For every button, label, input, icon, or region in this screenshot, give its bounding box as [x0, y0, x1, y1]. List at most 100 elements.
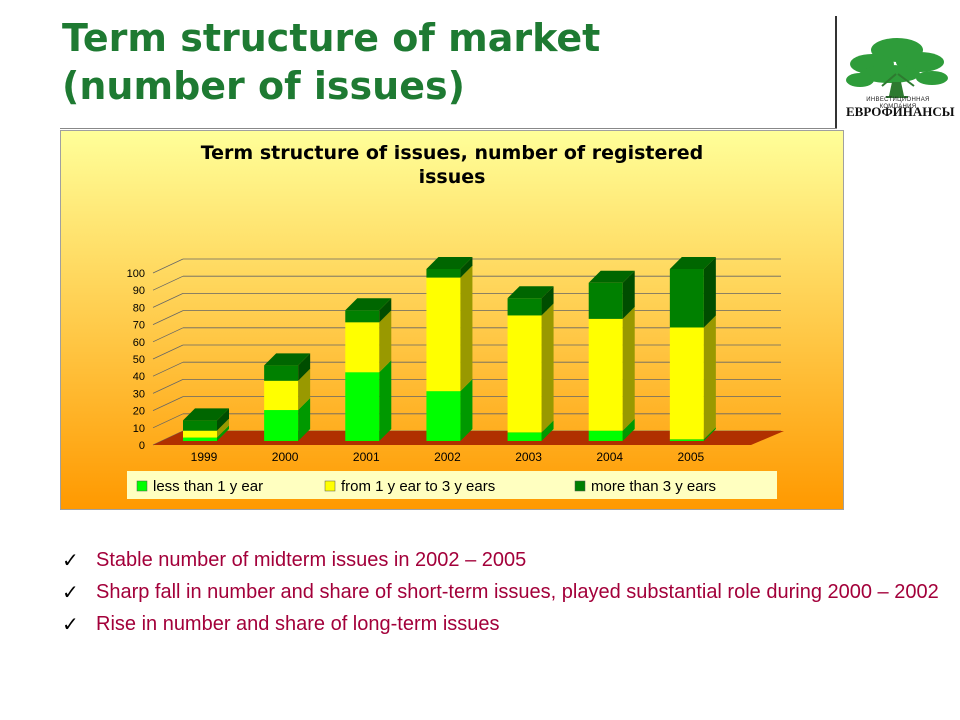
- bar-segment: [264, 380, 299, 411]
- header-divider-horizontal: [60, 128, 837, 129]
- legend-label: more than 3 y ears: [591, 478, 716, 495]
- checkmark-icon: ✓: [62, 612, 79, 636]
- gridline-side: [152, 275, 184, 291]
- y-tick-label: 40: [133, 371, 145, 383]
- x-tick-label: 2002: [434, 450, 461, 464]
- bar-top: [588, 270, 635, 283]
- y-tick-label: 80: [133, 302, 145, 314]
- bar-segment-side: [703, 257, 716, 328]
- bullet-text: Rise in number and share of long-term is…: [96, 613, 500, 635]
- legend-label: less than 1 y ear: [153, 478, 263, 495]
- bar-segment: [669, 327, 704, 440]
- bar-top: [264, 353, 311, 366]
- bar-segment-side: [460, 257, 473, 278]
- bar-segment: [426, 277, 461, 392]
- bar-segment: [183, 430, 217, 438]
- x-tick-label: 2000: [272, 450, 299, 464]
- bar-segment-side: [217, 425, 229, 441]
- bar-segment: [264, 365, 299, 381]
- y-tick-label: 70: [133, 320, 145, 332]
- bar-segment-side: [703, 427, 716, 441]
- bar-segment-side: [541, 303, 554, 433]
- y-tick-label: 60: [133, 337, 145, 349]
- bar-segment: [345, 310, 380, 323]
- bar-top: [345, 298, 392, 311]
- bar-segment-side: [379, 310, 392, 373]
- gridline-side: [152, 413, 184, 429]
- y-tick-label: 30: [133, 388, 145, 400]
- bar-segment: [588, 282, 623, 319]
- bar-segment: [426, 269, 461, 278]
- x-tick-label: 2004: [596, 450, 623, 464]
- bar-top: [669, 257, 716, 269]
- legend-swatch: [574, 480, 586, 492]
- y-tick-label: 50: [133, 354, 145, 366]
- gridline-side: [152, 293, 184, 308]
- bar-segment: [183, 437, 217, 441]
- y-tick-label: 100: [127, 268, 145, 280]
- gridline-side: [152, 379, 184, 394]
- stacked-bar-chart: Term structure of issues, number of regi…: [61, 131, 843, 509]
- y-tick-label: 20: [133, 406, 145, 418]
- checkmark-icon: ✓: [62, 580, 79, 604]
- bar-segment-side: [703, 315, 716, 440]
- bar-segment-side: [622, 418, 635, 441]
- bar-segment-side: [298, 353, 311, 381]
- bar-segment: [345, 322, 380, 373]
- bar-segment-side: [298, 398, 311, 441]
- x-tick-label: 2003: [515, 450, 542, 464]
- tree-icon: [846, 38, 948, 98]
- gridline-side: [152, 258, 184, 274]
- y-tick-label: 90: [133, 285, 145, 297]
- bullet-text: Sharp fall in number and share of short-…: [96, 581, 939, 603]
- bar-segment-side: [460, 379, 473, 441]
- bar-segment: [588, 430, 623, 441]
- gridline-side: [152, 361, 184, 377]
- bar-segment: [507, 432, 542, 441]
- y-tick-label: 10: [133, 423, 145, 435]
- chart-title-line: issues: [419, 166, 486, 188]
- bar-segment: [588, 318, 623, 431]
- bar-segment: [669, 439, 704, 441]
- bar-segment-side: [217, 418, 229, 438]
- bar-segment-side: [379, 360, 392, 441]
- gridline-side: [152, 344, 184, 360]
- slide-title: Term structure of market (number of issu…: [62, 14, 762, 110]
- bar-top: [507, 286, 554, 299]
- bullet-item: ✓ Stable number of midterm issues in 2002…: [62, 548, 942, 572]
- chart-title-line: Term structure of issues, number of regi…: [201, 142, 704, 164]
- bar-segment: [426, 391, 461, 441]
- logo-name: ЕВРОФИНАНСЫ: [846, 104, 955, 119]
- legend-swatch: [324, 480, 336, 492]
- checkmark-icon: ✓: [62, 548, 79, 572]
- legend-box: [127, 471, 777, 499]
- bar-segment-side: [622, 306, 635, 431]
- x-tick-label: 1999: [191, 450, 218, 464]
- legend-label: from 1 y ear to 3 y ears: [341, 478, 495, 495]
- bullet-item: ✓ Sharp fall in number and share of short…: [62, 580, 942, 604]
- bar-segment-side: [298, 368, 311, 411]
- y-tick-label: 0: [139, 440, 145, 452]
- bar-segment: [669, 269, 704, 328]
- slide-title-line-1: Term structure of market: [62, 16, 601, 60]
- bar-segment-side: [379, 298, 392, 323]
- gridline-side: [152, 396, 184, 411]
- bar-segment: [507, 315, 542, 433]
- bar-segment-side: [460, 265, 473, 392]
- bar-segment: [507, 298, 542, 316]
- bar-segment-side: [541, 420, 554, 441]
- bullet-text: Stable number of midterm issues in 2002 …: [96, 549, 527, 571]
- bar-segment-side: [622, 270, 635, 319]
- bar-top: [183, 408, 229, 421]
- bullet-list: ✓ Stable number of midterm issues in 2002…: [62, 548, 942, 644]
- logo-caption: ИНВЕСТИЦИОННАЯ КОМПАНИЯ: [866, 97, 930, 110]
- bar-segment-side: [541, 286, 554, 316]
- chart-panel: Term structure of issues, number of regi…: [60, 130, 844, 510]
- slide-title-line-2: (number of issues): [62, 64, 465, 108]
- x-tick-label: 2001: [353, 450, 380, 464]
- header-divider-vertical: [835, 16, 837, 128]
- bar-segment: [345, 372, 380, 441]
- legend-swatch: [136, 480, 148, 492]
- bar-top: [426, 257, 473, 269]
- bar-segment: [264, 410, 299, 441]
